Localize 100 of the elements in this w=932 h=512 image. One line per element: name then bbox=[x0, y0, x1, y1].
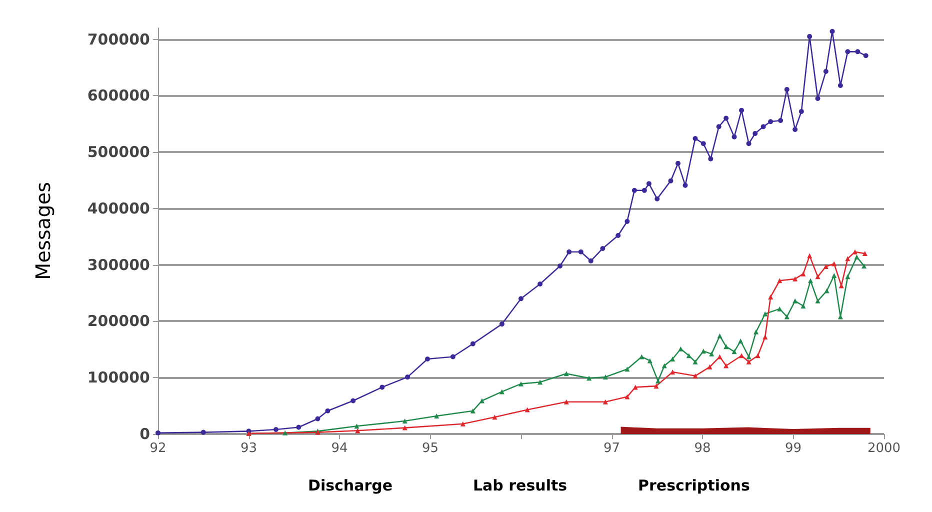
point bbox=[492, 414, 498, 420]
point bbox=[862, 251, 868, 256]
point bbox=[708, 156, 714, 162]
point bbox=[692, 373, 698, 378]
point bbox=[792, 127, 798, 132]
y-tick-label: 700000 bbox=[87, 30, 150, 48]
point bbox=[692, 136, 698, 142]
point bbox=[200, 430, 206, 435]
x-tick-label: 99 bbox=[784, 441, 802, 456]
point bbox=[754, 329, 759, 334]
point bbox=[717, 354, 722, 360]
point bbox=[778, 118, 784, 123]
y-tick-label: 0 bbox=[140, 425, 150, 443]
point bbox=[824, 288, 830, 294]
point bbox=[632, 384, 638, 390]
point bbox=[739, 108, 744, 113]
point bbox=[646, 181, 652, 186]
point bbox=[815, 96, 820, 101]
x-tick-label: 93 bbox=[240, 441, 258, 456]
y-tick-label: 500000 bbox=[87, 143, 150, 162]
point bbox=[863, 53, 868, 58]
point bbox=[518, 296, 524, 302]
point bbox=[700, 141, 706, 146]
point bbox=[538, 380, 543, 385]
point bbox=[656, 378, 661, 384]
point bbox=[807, 34, 812, 39]
point bbox=[156, 430, 160, 436]
point bbox=[830, 28, 835, 34]
point bbox=[686, 353, 692, 358]
point bbox=[405, 374, 410, 380]
point bbox=[724, 363, 729, 368]
point bbox=[746, 359, 752, 364]
point bbox=[642, 188, 647, 193]
point bbox=[355, 428, 360, 434]
point bbox=[815, 298, 820, 304]
point bbox=[425, 356, 430, 362]
point bbox=[564, 399, 569, 404]
point bbox=[724, 344, 729, 350]
point bbox=[558, 263, 563, 268]
point bbox=[602, 374, 608, 380]
point bbox=[792, 276, 798, 282]
point bbox=[282, 430, 288, 436]
point bbox=[616, 233, 621, 238]
point bbox=[845, 49, 850, 54]
text: Discharge bbox=[308, 476, 393, 494]
x-tick-label: 2000 bbox=[867, 441, 901, 456]
point bbox=[823, 264, 828, 270]
point bbox=[832, 261, 837, 266]
point bbox=[792, 298, 798, 304]
point bbox=[732, 134, 737, 140]
point bbox=[807, 253, 812, 258]
point bbox=[647, 358, 652, 364]
point bbox=[724, 116, 729, 121]
point bbox=[538, 282, 543, 287]
point bbox=[402, 425, 408, 430]
point bbox=[639, 354, 644, 360]
point bbox=[746, 354, 752, 360]
x-tick-label: 97 bbox=[603, 441, 620, 456]
point bbox=[762, 311, 768, 316]
point bbox=[760, 124, 766, 130]
point bbox=[862, 263, 867, 268]
point bbox=[838, 83, 843, 88]
point bbox=[746, 141, 752, 146]
point bbox=[654, 196, 660, 202]
point bbox=[670, 369, 676, 374]
point bbox=[586, 376, 592, 381]
x-tick-label: 94 bbox=[331, 441, 348, 456]
point bbox=[678, 346, 684, 352]
point bbox=[325, 408, 330, 414]
point bbox=[450, 354, 456, 360]
point bbox=[777, 278, 782, 284]
point bbox=[815, 274, 820, 280]
point bbox=[768, 119, 774, 124]
point bbox=[777, 306, 782, 312]
point bbox=[602, 399, 608, 404]
point bbox=[524, 407, 530, 412]
point bbox=[654, 384, 659, 389]
point bbox=[762, 334, 768, 340]
point bbox=[578, 249, 584, 254]
point bbox=[739, 353, 744, 358]
x-tick-label: 95 bbox=[422, 441, 439, 456]
point bbox=[823, 68, 828, 74]
point bbox=[800, 271, 806, 276]
x-tick-label: 92 bbox=[150, 441, 166, 456]
point bbox=[600, 246, 606, 251]
point bbox=[692, 359, 698, 364]
point bbox=[854, 254, 860, 260]
point bbox=[716, 124, 722, 130]
point bbox=[470, 341, 476, 346]
point bbox=[564, 371, 569, 376]
point bbox=[855, 49, 860, 54]
point bbox=[755, 353, 760, 358]
point bbox=[670, 356, 676, 362]
point bbox=[676, 160, 680, 166]
point bbox=[768, 294, 774, 300]
point bbox=[800, 303, 806, 308]
point bbox=[738, 338, 744, 344]
point bbox=[354, 424, 360, 429]
y-axis-title: Messages bbox=[31, 182, 55, 280]
point bbox=[588, 258, 594, 264]
